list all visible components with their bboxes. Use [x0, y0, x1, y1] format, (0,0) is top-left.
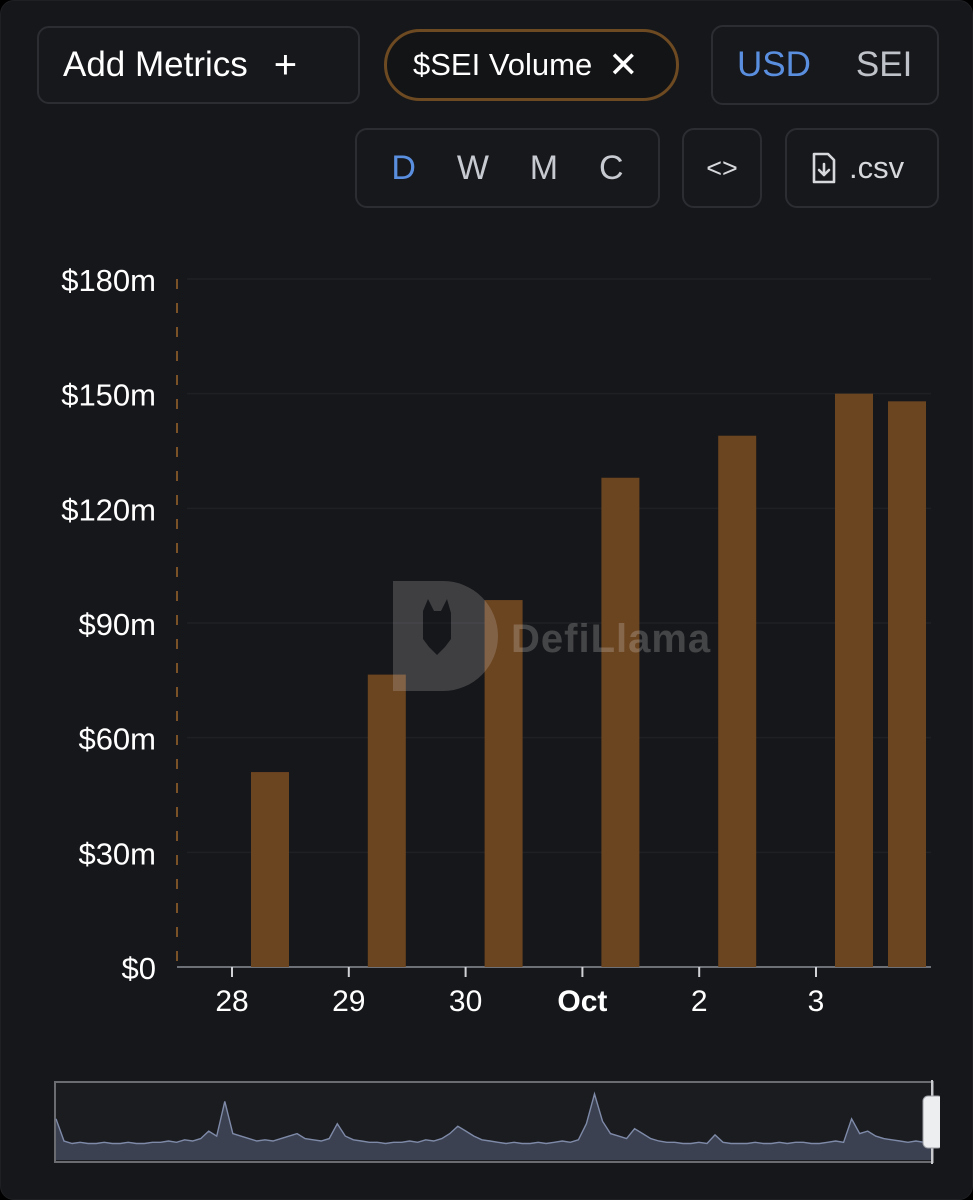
close-icon[interactable]: ✕ — [608, 44, 639, 85]
metric-chip-sei-volume[interactable]: $SEI Volume ✕ — [384, 29, 679, 101]
x-tick-label: 29 — [332, 985, 365, 1018]
x-tick-label: 3 — [808, 985, 825, 1018]
bar — [484, 600, 523, 967]
range-selector[interactable] — [54, 1080, 940, 1166]
bar — [367, 674, 406, 967]
bar — [835, 393, 873, 967]
metric-chip-label: $SEI Volume — [413, 47, 593, 82]
denomination-option-usd[interactable]: USD — [737, 45, 811, 84]
code-brackets-icon: <> — [706, 152, 738, 183]
x-tick-label: Oct — [557, 985, 607, 1018]
bar — [718, 435, 757, 967]
period-option-daily[interactable]: D — [391, 148, 416, 187]
add-metrics-button[interactable]: Add Metrics + — [37, 26, 360, 104]
x-tick-label: 28 — [215, 985, 248, 1018]
llama-logo-icon — [393, 581, 498, 691]
watermark: DefiLlama — [393, 581, 723, 691]
overview-area — [56, 1094, 932, 1160]
bar — [251, 772, 289, 967]
file-download-icon — [812, 152, 836, 184]
overview-line — [55, 1091, 933, 1145]
period-option-monthly[interactable]: M — [529, 148, 559, 187]
y-tick-label: $120m — [61, 492, 156, 527]
plus-icon: + — [273, 42, 298, 87]
y-tick-label: $30m — [78, 836, 156, 871]
range-handle[interactable] — [922, 1095, 940, 1149]
x-tick-label: 2 — [691, 985, 708, 1018]
x-tick-label: 30 — [449, 985, 482, 1018]
add-metrics-label: Add Metrics — [63, 45, 248, 84]
embed-button[interactable]: <> — [682, 128, 762, 208]
y-tick-label: $0 — [122, 951, 156, 986]
download-csv-button[interactable]: .csv — [785, 128, 939, 208]
denomination-toggle: USD SEI — [711, 25, 939, 105]
csv-label: .csv — [849, 150, 905, 185]
denomination-option-sei[interactable]: SEI — [855, 45, 913, 84]
bar — [888, 401, 926, 967]
bar — [601, 477, 640, 967]
y-tick-label: $60m — [78, 722, 156, 757]
bar-chart: $0 $30m $60m $90m $120m $150m $180m 28 29 30 Oct 2 3 — [61, 263, 931, 1018]
y-tick-label: $90m — [78, 607, 156, 642]
period-option-cumulative[interactable]: C — [598, 148, 624, 187]
y-tick-label: $180m — [61, 263, 156, 298]
watermark-text: DefiLlama — [511, 617, 712, 661]
y-tick-label: $150m — [61, 378, 156, 413]
period-option-weekly[interactable]: W — [456, 148, 489, 187]
period-toggle: D W M C — [355, 128, 660, 208]
